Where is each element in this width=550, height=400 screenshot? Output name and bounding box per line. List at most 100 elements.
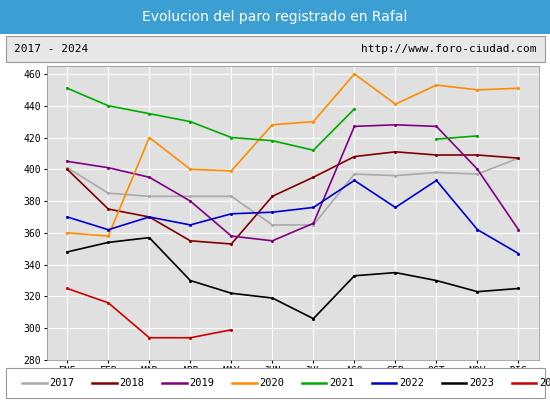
2018: [351, 154, 358, 159]
2022: [474, 227, 481, 232]
2017: [310, 222, 317, 227]
2019: [269, 238, 276, 243]
2019: [392, 122, 399, 127]
2019: [105, 165, 112, 170]
Line: 2024: 2024: [66, 287, 233, 339]
2020: [392, 102, 399, 106]
Line: 2020: 2020: [66, 72, 520, 238]
2024: [64, 286, 70, 291]
2017: [105, 191, 112, 196]
2017: [146, 194, 152, 199]
2021: [105, 103, 112, 108]
Text: http://www.foro-ciudad.com: http://www.foro-ciudad.com: [361, 44, 536, 54]
2021: [64, 86, 70, 91]
2019: [474, 167, 481, 172]
2020: [228, 168, 235, 173]
2018: [433, 152, 440, 157]
Line: 2017: 2017: [66, 157, 520, 226]
2022: [433, 178, 440, 183]
2021: [187, 119, 194, 124]
Text: 2022: 2022: [399, 378, 424, 388]
Text: Evolucion del paro registrado en Rafal: Evolucion del paro registrado en Rafal: [142, 10, 408, 24]
2023: [433, 278, 440, 283]
2018: [392, 150, 399, 154]
2017: [64, 165, 70, 170]
Text: 2020: 2020: [259, 378, 284, 388]
Text: 2017: 2017: [50, 378, 74, 388]
2023: [515, 286, 522, 291]
2020: [310, 119, 317, 124]
Line: 2022: 2022: [66, 179, 520, 255]
2017: [269, 222, 276, 227]
2020: [474, 88, 481, 92]
Text: 2024: 2024: [539, 378, 550, 388]
2020: [187, 167, 194, 172]
2019: [228, 234, 235, 238]
2019: [351, 124, 358, 129]
2018: [515, 156, 522, 160]
2018: [64, 167, 70, 172]
2023: [105, 240, 112, 245]
2019: [146, 175, 152, 180]
2020: [146, 135, 152, 140]
2019: [433, 124, 440, 129]
2023: [269, 296, 276, 300]
2022: [351, 178, 358, 183]
Text: 2018: 2018: [119, 378, 145, 388]
2022: [392, 205, 399, 210]
2018: [269, 194, 276, 199]
2017: [392, 173, 399, 178]
2023: [474, 289, 481, 294]
2019: [310, 221, 317, 226]
2022: [187, 222, 194, 227]
2021: [269, 138, 276, 143]
Text: 2019: 2019: [189, 378, 214, 388]
Text: 2023: 2023: [469, 378, 494, 388]
Line: 2019: 2019: [66, 123, 520, 242]
2022: [515, 251, 522, 256]
2022: [228, 211, 235, 216]
2017: [515, 156, 522, 160]
Line: 2023: 2023: [66, 236, 520, 320]
2020: [64, 230, 70, 235]
2018: [228, 242, 235, 246]
2018: [187, 238, 194, 243]
2018: [105, 207, 112, 212]
2017: [187, 194, 194, 199]
2021: [310, 148, 317, 153]
2023: [187, 278, 194, 283]
2017: [433, 170, 440, 175]
2019: [64, 159, 70, 164]
2018: [310, 175, 317, 180]
2022: [310, 205, 317, 210]
2020: [433, 83, 440, 88]
2024: [146, 335, 152, 340]
2023: [310, 316, 317, 321]
2023: [351, 273, 358, 278]
2019: [187, 199, 194, 204]
2023: [228, 291, 235, 296]
2020: [105, 234, 112, 238]
Text: 2021: 2021: [329, 378, 354, 388]
2023: [392, 270, 399, 275]
2022: [105, 227, 112, 232]
Line: 2021: 2021: [66, 87, 356, 152]
2022: [146, 214, 152, 219]
2022: [64, 214, 70, 219]
2017: [228, 194, 235, 199]
2017: [351, 172, 358, 176]
2023: [64, 250, 70, 254]
2024: [187, 335, 194, 340]
2023: [146, 235, 152, 240]
2024: [105, 300, 112, 305]
2017: [474, 172, 481, 176]
Text: 2017 - 2024: 2017 - 2024: [14, 44, 88, 54]
Line: 2018: 2018: [66, 150, 520, 246]
2020: [269, 122, 276, 127]
2022: [269, 210, 276, 215]
2021: [228, 135, 235, 140]
2021: [146, 111, 152, 116]
2018: [474, 152, 481, 157]
2021: [351, 106, 358, 111]
2020: [515, 86, 522, 91]
